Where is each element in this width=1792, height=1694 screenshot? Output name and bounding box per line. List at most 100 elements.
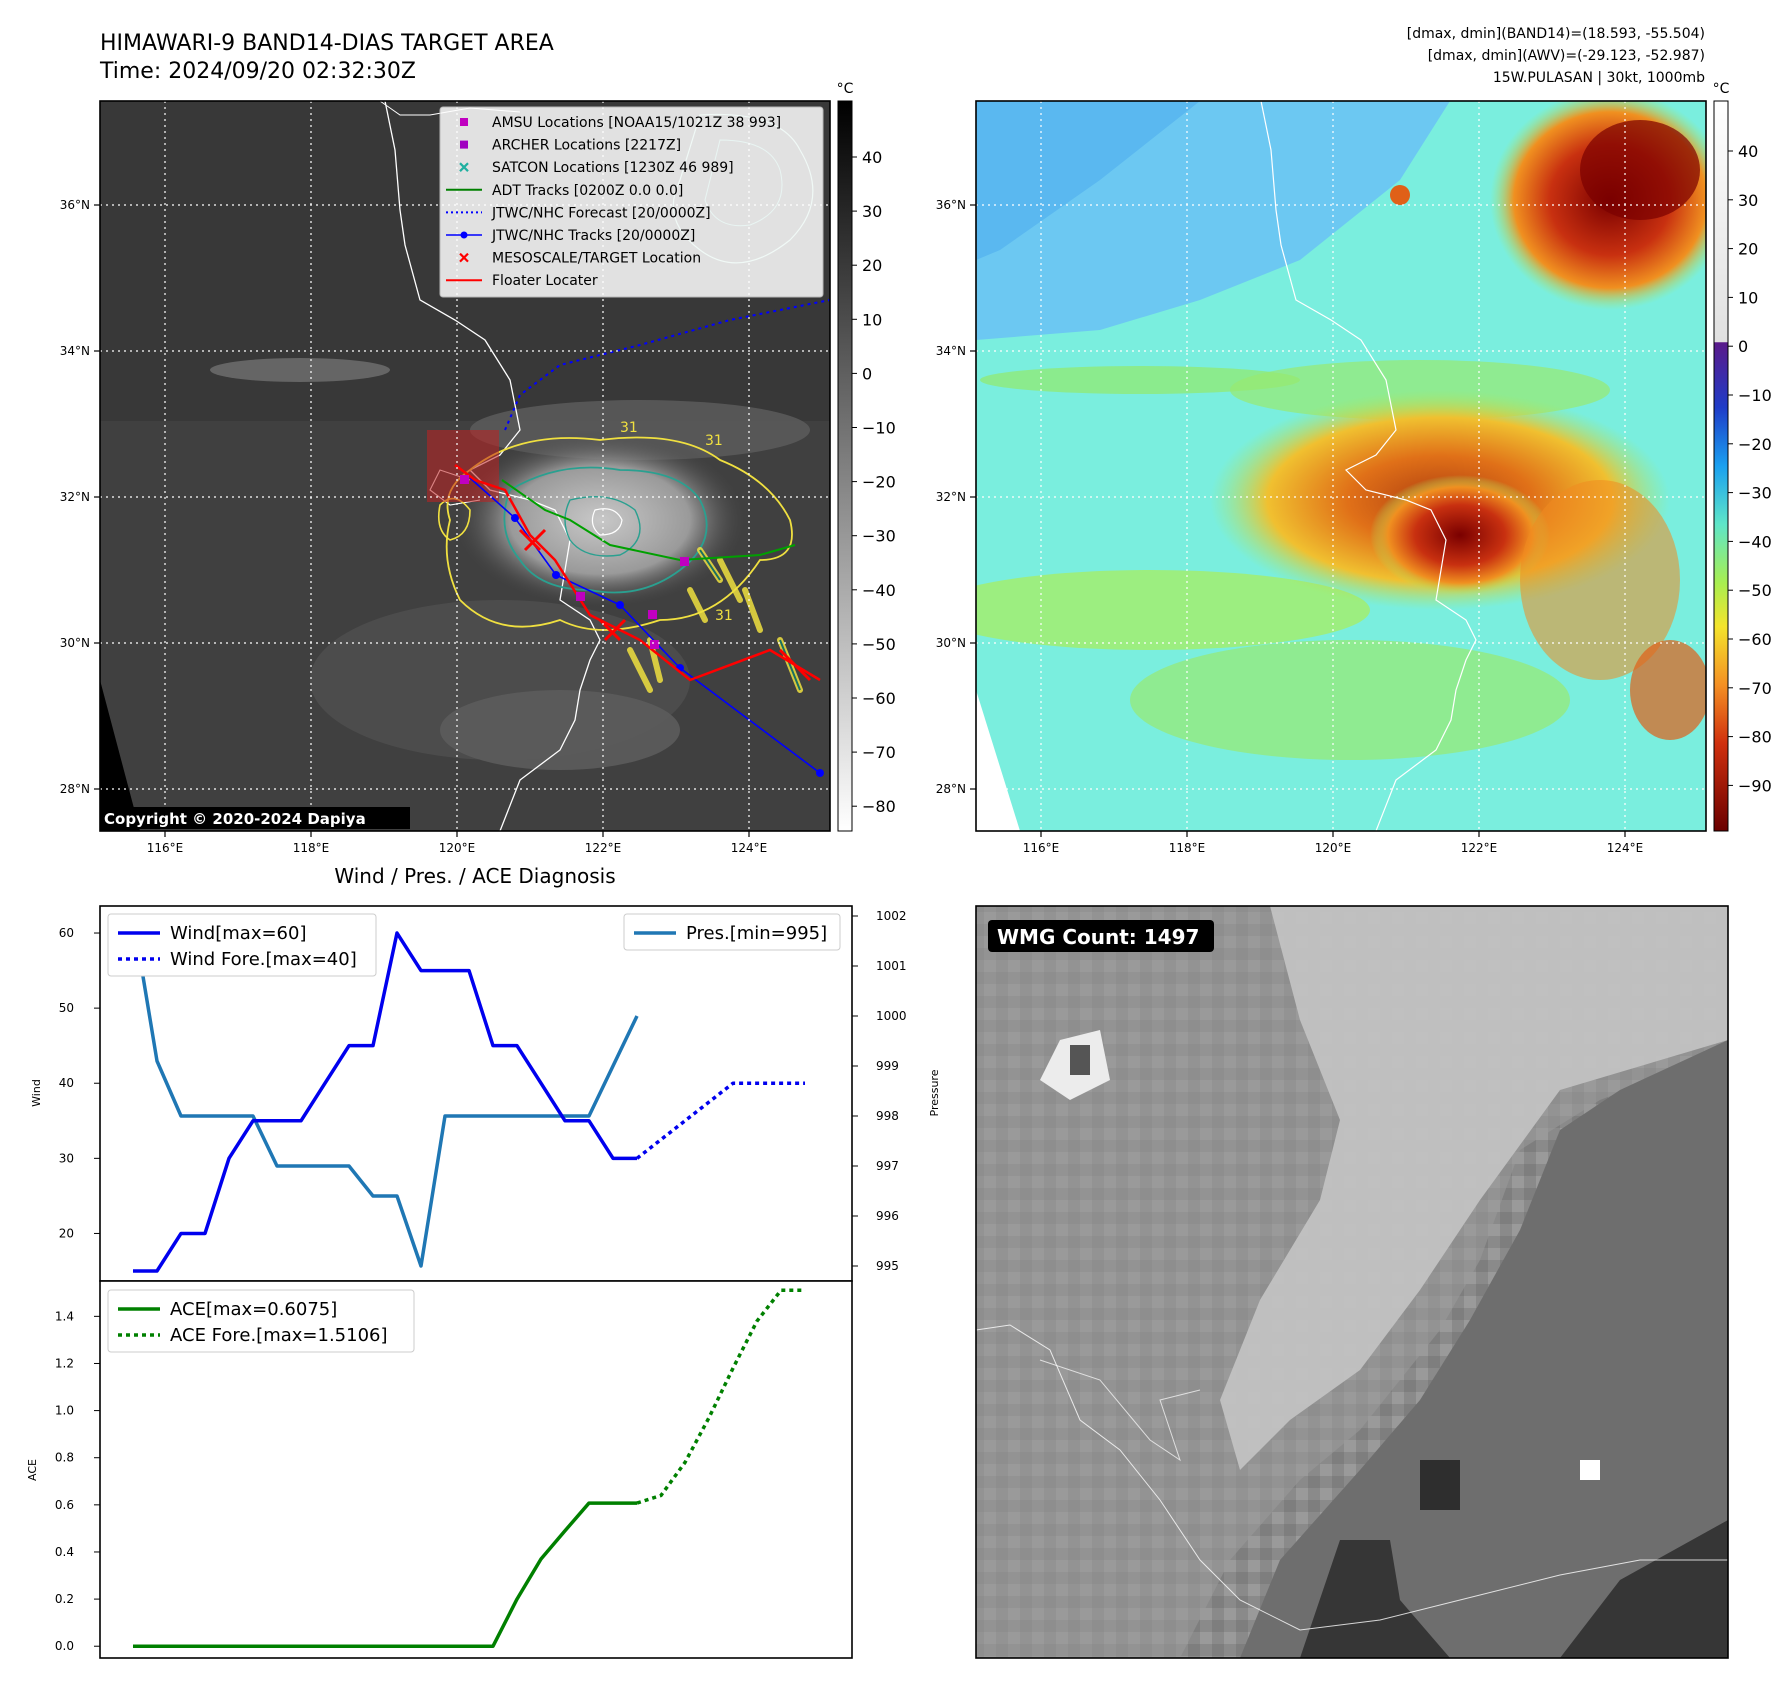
left-map-lat-label: 32°N	[60, 490, 90, 504]
ace-tick-label: 0.2	[55, 1592, 74, 1606]
right-map-lat-label: 36°N	[936, 198, 966, 212]
right-map-lon-label: 122°E	[1461, 841, 1498, 855]
timestamp: Time: 2024/09/20 02:32:30Z	[99, 59, 416, 84]
right-colorbar-tick: 20	[1738, 240, 1758, 259]
left-map-lat-label: 28°N	[60, 782, 90, 796]
right-map-lat-label: 28°N	[936, 782, 966, 796]
right-colorbar-tick: 0	[1738, 337, 1748, 356]
right-colorbar-tick: −70	[1738, 679, 1772, 698]
legend-label: Floater Locater	[492, 273, 598, 289]
legend-label: ARCHER Locations [2217Z]	[492, 138, 681, 154]
wind-tick-label: 50	[59, 1001, 74, 1015]
left-colorbar-tick: −30	[862, 527, 896, 546]
contour-label-3: 31	[715, 608, 733, 624]
right-colorbar	[1714, 101, 1728, 831]
left-map-lon-label: 122°E	[585, 841, 622, 855]
right-map-lon-label: 120°E	[1315, 841, 1352, 855]
left-colorbar-tick: −40	[862, 581, 896, 600]
right-colorbar-tick: 30	[1738, 191, 1758, 210]
left-colorbar-tick: −20	[862, 473, 896, 492]
pressure-tick-label: 995	[876, 1259, 899, 1273]
left-colorbar-unit: °C	[837, 81, 854, 97]
main-title: HIMAWARI-9 BAND14-DIAS TARGET AREA	[100, 31, 554, 56]
legend-ace: ACE[max=0.6075]	[170, 1299, 337, 1320]
wmg-count: WMG Count: 1497	[997, 925, 1199, 949]
left-colorbar-tick: 20	[862, 256, 882, 275]
contour-label-1: 31	[620, 420, 638, 436]
stats-band14: [dmax, dmin](BAND14)=(18.593, -55.504)	[1407, 26, 1705, 42]
left-colorbar-tick: −80	[862, 797, 896, 816]
wind-tick-label: 30	[59, 1151, 74, 1165]
diagnosis-title: Wind / Pres. / ACE Diagnosis	[334, 864, 615, 888]
wind-tick-label: 60	[59, 926, 74, 940]
left-colorbar-tick: −50	[862, 635, 896, 654]
pressure-legend: Pres.[min=995]	[624, 914, 840, 950]
right-colorbar-tick: 10	[1738, 288, 1758, 307]
right-colorbar-unit: °C	[1713, 81, 1730, 97]
pressure-tick-label: 1001	[876, 959, 907, 973]
legend-label: SATCON Locations [1230Z 46 989]	[492, 160, 734, 176]
left-map-lon-label: 120°E	[439, 841, 476, 855]
pressure-tick-label: 1002	[876, 909, 907, 923]
left-map-lat-label: 30°N	[60, 636, 90, 650]
copyright-text: Copyright © 2020-2024 Dapiya	[104, 810, 366, 828]
ace-tick-label: 0.0	[55, 1639, 74, 1653]
ace-legend: ACE[max=0.6075] ACE Fore.[max=1.5106]	[108, 1290, 414, 1352]
contour-label-2: 31	[705, 433, 723, 449]
left-colorbar-tick: 30	[862, 202, 882, 221]
pressure-ylabel: Pressure	[928, 1069, 941, 1116]
left-colorbar-tick: 10	[862, 310, 882, 329]
right-map-lat-label: 32°N	[936, 490, 966, 504]
right-map-lat-label: 34°N	[936, 344, 966, 358]
left-colorbar-tick: 40	[862, 148, 882, 167]
right-colorbar-tick: −60	[1738, 630, 1772, 649]
legend-wind-fore: Wind Fore.[max=40]	[170, 949, 357, 970]
right-colorbar-tick: −50	[1738, 581, 1772, 600]
pressure-tick-label: 997	[876, 1159, 899, 1173]
storm-info: 15W.PULASAN | 30kt, 1000mb	[1493, 70, 1705, 86]
right-map-lon-label: 116°E	[1023, 841, 1060, 855]
right-colorbar-tick: −40	[1738, 532, 1772, 551]
left-map-lon-label: 124°E	[731, 841, 768, 855]
ace-tick-label: 0.8	[55, 1451, 74, 1465]
wind-legend: Wind[max=60] Wind Fore.[max=40]	[108, 914, 376, 976]
legend-label: AMSU Locations [NOAA15/1021Z 38 993]	[492, 115, 781, 131]
legend-square-marker	[460, 141, 468, 149]
left-colorbar-tick: 0	[862, 364, 872, 383]
pressure-tick-label: 999	[876, 1059, 899, 1073]
ace-ylabel: ACE	[26, 1459, 39, 1481]
left-map-lon-label: 118°E	[293, 841, 330, 855]
left-colorbar-tick: −60	[862, 689, 896, 708]
legend-pressure: Pres.[min=995]	[686, 923, 827, 944]
legend-square-marker	[460, 118, 468, 126]
floater-box	[427, 430, 499, 502]
wmg-panel	[976, 906, 1728, 1658]
legend-wind: Wind[max=60]	[170, 923, 307, 944]
legend-label: ADT Tracks [0200Z 0.0 0.0]	[492, 183, 683, 199]
right-colorbar-tick: −80	[1738, 728, 1772, 747]
left-colorbar-tick: −70	[862, 743, 896, 762]
legend-label: JTWC/NHC Forecast [20/0000Z]	[491, 205, 711, 221]
pressure-tick-label: 998	[876, 1109, 899, 1123]
right-colorbar-tick: −90	[1738, 776, 1772, 795]
ace-tick-label: 1.0	[55, 1404, 74, 1418]
legend-label: MESOSCALE/TARGET Location	[492, 251, 701, 267]
right-map-lon-label: 124°E	[1607, 841, 1644, 855]
pressure-tick-label: 1000	[876, 1009, 907, 1023]
stats-awv: [dmax, dmin](AWV)=(-29.123, -52.987)	[1428, 48, 1705, 64]
wind-tick-label: 20	[59, 1226, 74, 1240]
ace-tick-label: 1.4	[55, 1309, 74, 1323]
legend-dot-marker	[461, 232, 468, 239]
right-colorbar-tick: −10	[1738, 386, 1772, 405]
wind-ylabel: Wind	[30, 1079, 43, 1107]
pressure-tick-label: 996	[876, 1209, 899, 1223]
right-awv-map	[930, 90, 1730, 831]
legend-label: JTWC/NHC Tracks [20/0000Z]	[491, 228, 695, 244]
right-colorbar-tick: −30	[1738, 484, 1772, 503]
right-colorbar-tick: −20	[1738, 435, 1772, 454]
left-colorbar-tick: −10	[862, 419, 896, 438]
ace-tick-label: 1.2	[55, 1356, 74, 1370]
wind-tick-label: 40	[59, 1076, 74, 1090]
